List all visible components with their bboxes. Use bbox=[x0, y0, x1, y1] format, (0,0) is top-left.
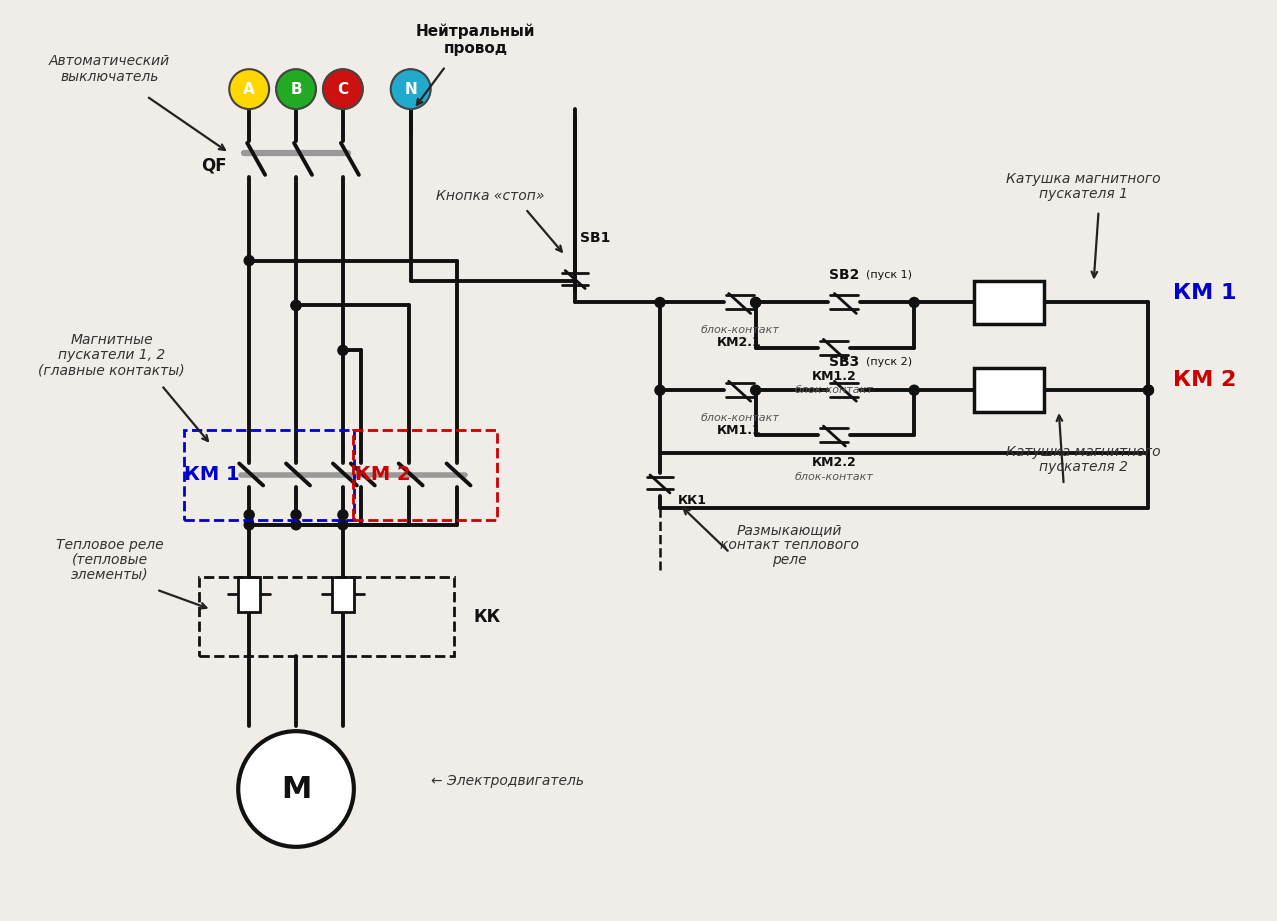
Circle shape bbox=[291, 519, 301, 530]
Bar bbox=[352, 430, 498, 519]
Circle shape bbox=[338, 510, 347, 519]
Circle shape bbox=[391, 69, 430, 109]
Text: КМ 2: КМ 2 bbox=[355, 465, 411, 484]
Circle shape bbox=[244, 256, 254, 265]
Bar bbox=[199, 577, 453, 657]
Text: КМ 1: КМ 1 bbox=[1174, 283, 1237, 302]
Text: выключатель: выключатель bbox=[60, 70, 158, 84]
Circle shape bbox=[655, 385, 665, 395]
Text: C: C bbox=[337, 82, 349, 97]
Text: SB1: SB1 bbox=[580, 230, 610, 245]
Text: КМ 1: КМ 1 bbox=[184, 465, 240, 484]
Text: Размыкающий: Размыкающий bbox=[737, 523, 843, 537]
Text: КМ 2: КМ 2 bbox=[1174, 370, 1236, 391]
Text: реле: реле bbox=[773, 553, 807, 566]
Bar bbox=[974, 368, 1043, 412]
Circle shape bbox=[338, 345, 347, 356]
Text: (тепловые: (тепловые bbox=[72, 553, 148, 566]
Text: блок-контакт: блок-контакт bbox=[796, 472, 873, 482]
Text: пускатели 1, 2: пускатели 1, 2 bbox=[57, 348, 165, 362]
Text: КК: КК bbox=[474, 608, 501, 625]
Text: блок-контакт: блок-контакт bbox=[796, 385, 873, 395]
Circle shape bbox=[1143, 385, 1153, 395]
Text: QF: QF bbox=[202, 157, 227, 175]
Text: КК1: КК1 bbox=[678, 495, 707, 507]
Text: A: A bbox=[244, 82, 255, 97]
Text: КМ2.1: КМ2.1 bbox=[718, 336, 762, 349]
Text: элементы): элементы) bbox=[70, 567, 148, 582]
Text: блок-контакт: блок-контакт bbox=[700, 414, 779, 423]
Text: контакт теплового: контакт теплового bbox=[720, 538, 859, 552]
Text: КМ1.1: КМ1.1 bbox=[718, 424, 762, 437]
Circle shape bbox=[291, 300, 301, 310]
Text: (главные контакты): (главные контакты) bbox=[38, 363, 185, 378]
Circle shape bbox=[244, 519, 254, 530]
Circle shape bbox=[244, 510, 254, 519]
Text: SB2: SB2 bbox=[829, 268, 859, 282]
Circle shape bbox=[751, 385, 761, 395]
Text: Нейтральный: Нейтральный bbox=[416, 24, 535, 39]
Bar bbox=[332, 577, 354, 612]
Text: КМ1.2: КМ1.2 bbox=[812, 369, 857, 383]
Text: блок-контакт: блок-контакт bbox=[700, 325, 779, 335]
Bar bbox=[184, 430, 354, 519]
Circle shape bbox=[751, 297, 761, 308]
Text: N: N bbox=[405, 82, 418, 97]
Text: (пуск 1): (пуск 1) bbox=[866, 270, 912, 280]
Circle shape bbox=[291, 300, 301, 310]
Circle shape bbox=[1143, 385, 1153, 395]
Circle shape bbox=[323, 69, 363, 109]
Text: (пуск 2): (пуск 2) bbox=[866, 357, 912, 367]
Text: пускателя 1: пускателя 1 bbox=[1039, 187, 1128, 201]
Text: Тепловое реле: Тепловое реле bbox=[56, 538, 163, 552]
Text: Автоматический: Автоматический bbox=[49, 54, 170, 68]
Text: ← Электродвигатель: ← Электродвигатель bbox=[430, 774, 584, 788]
Circle shape bbox=[338, 519, 347, 530]
Text: пускателя 2: пускателя 2 bbox=[1039, 460, 1128, 474]
Circle shape bbox=[230, 69, 269, 109]
Text: Магнитные: Магнитные bbox=[70, 333, 153, 347]
Bar bbox=[974, 281, 1043, 324]
Text: Кнопка «стоп»: Кнопка «стоп» bbox=[437, 189, 545, 203]
Circle shape bbox=[909, 297, 919, 308]
Circle shape bbox=[291, 510, 301, 519]
Text: провод: провод bbox=[443, 41, 507, 56]
Text: М: М bbox=[281, 775, 312, 803]
Circle shape bbox=[751, 297, 761, 308]
Circle shape bbox=[239, 731, 354, 846]
Bar bbox=[239, 577, 261, 612]
Text: Катушка магнитного: Катушка магнитного bbox=[1006, 172, 1161, 186]
Text: B: B bbox=[290, 82, 301, 97]
Circle shape bbox=[276, 69, 315, 109]
Circle shape bbox=[909, 385, 919, 395]
Text: SB3: SB3 bbox=[829, 356, 859, 369]
Circle shape bbox=[655, 297, 665, 308]
Text: Катушка магнитного: Катушка магнитного bbox=[1006, 445, 1161, 459]
Text: КМ2.2: КМ2.2 bbox=[812, 457, 857, 470]
